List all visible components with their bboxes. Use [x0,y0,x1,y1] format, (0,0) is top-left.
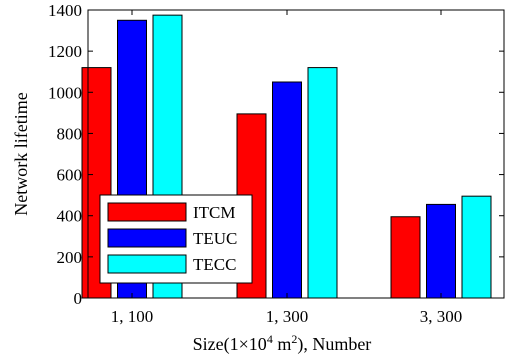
y-tick-label: 400 [57,207,83,226]
bar [390,216,421,299]
legend-label: TECC [193,255,236,274]
bar [461,195,492,299]
y-axis-ticks: 0 200 400 600 800 1000 1200 1400 [48,1,504,308]
y-tick-label: 600 [57,166,83,185]
y-tick-label: 0 [74,289,83,308]
x-tick-label: 1, 100 [111,307,154,326]
y-axis-label: Network lifetime [11,92,31,215]
bar [307,67,338,299]
legend: ITCM TEUC TECC [99,194,253,284]
legend-items: ITCM TEUC TECC [107,202,237,274]
x-tick-label: 1, 300 [266,307,309,326]
bar [272,81,302,299]
x-axis-label-sup2: 2 [291,332,297,346]
y-tick-label: 200 [57,248,83,267]
y-tick-label: 800 [57,124,83,143]
x-axis-label-sup1: 4 [267,332,273,346]
legend-label: TEUC [193,229,237,248]
x-tick-label: 3, 300 [420,307,463,326]
x-axis-label-suffix: ), Number [297,334,371,355]
legend-swatch [107,202,187,222]
y-tick-label: 1200 [48,42,82,61]
x-axis-ticks: 1, 100 1, 300 3, 300 [111,10,463,326]
legend-label: ITCM [193,203,236,222]
legend-swatch [107,254,187,274]
x-axis-label: Size(1×104 m2), Number [193,332,372,355]
y-tick-label: 1400 [48,1,82,20]
legend-swatch [107,228,187,248]
x-axis-label-middle: m [273,334,292,354]
y-tick-label: 1000 [48,83,82,102]
bar [426,203,456,299]
plot-frame [87,9,505,299]
x-axis-label-prefix: Size(1×10 [193,334,267,355]
